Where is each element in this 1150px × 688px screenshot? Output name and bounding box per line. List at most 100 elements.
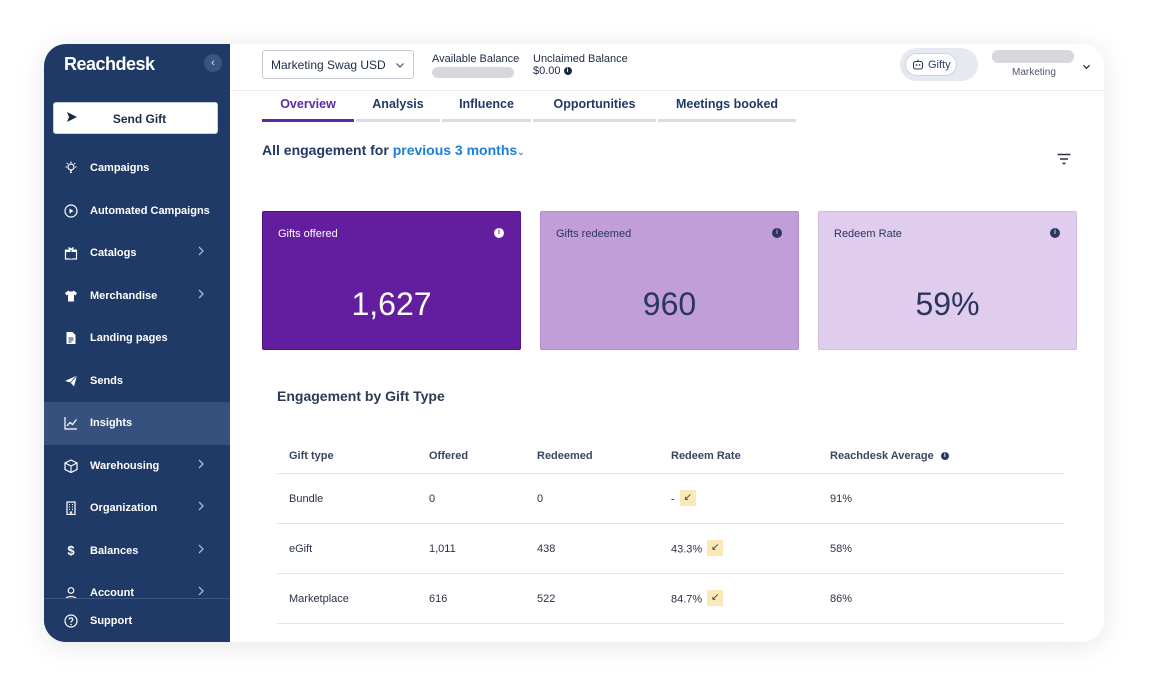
sidebar-item-label: Campaigns bbox=[90, 162, 150, 175]
sidebar-nav: Campaigns Automated Campaigns Catalogs bbox=[44, 147, 230, 615]
sidebar-item-merchandise[interactable]: Merchandise bbox=[44, 275, 230, 318]
column-header[interactable]: Redeem Rate bbox=[671, 450, 741, 462]
card-label: Gifts offered bbox=[278, 228, 338, 240]
chevron-down-icon bbox=[395, 59, 405, 73]
sidebar-item-landing-pages[interactable]: Landing pages bbox=[44, 317, 230, 360]
unclaimed-balance-label: Unclaimed Balance bbox=[533, 53, 628, 65]
tab-meetings-booked[interactable]: Meetings booked bbox=[658, 96, 796, 122]
card-value: 960 bbox=[642, 286, 697, 322]
sidebar-item-support[interactable]: Support bbox=[44, 598, 230, 642]
trend-down-arrow-icon: ↙ bbox=[707, 590, 724, 606]
average-cell: 86% bbox=[830, 593, 853, 605]
redeem-rate-value: 43.3% bbox=[671, 543, 703, 556]
collapse-sidebar-button[interactable]: ‹ bbox=[204, 54, 222, 72]
column-header[interactable]: Offered bbox=[429, 450, 469, 462]
average-cell: 91% bbox=[830, 493, 853, 505]
chevron-right-icon bbox=[198, 501, 204, 514]
chart-line-icon bbox=[64, 416, 78, 430]
sidebar: Reachdesk ‹ Send Gift Campaigns Automate… bbox=[44, 44, 230, 642]
redeem-rate-value: 84.7% bbox=[671, 593, 703, 606]
sidebar-item-label: Insights bbox=[90, 417, 133, 430]
dollar-icon: $ bbox=[67, 543, 75, 559]
document-icon bbox=[64, 331, 78, 345]
sidebar-item-campaigns[interactable]: Campaigns bbox=[44, 147, 230, 190]
gift-type-table: Gift type Offered Redeemed Redeem Rate R… bbox=[277, 438, 1064, 624]
column-header[interactable]: Redeemed bbox=[537, 450, 593, 462]
redeem-rate-cell: - ↙ bbox=[671, 490, 696, 506]
trend-down-arrow-icon: ↙ bbox=[707, 540, 724, 556]
sidebar-item-organization[interactable]: Organization bbox=[44, 487, 230, 530]
info-icon[interactable]: i bbox=[563, 67, 572, 76]
sidebar-item-automated-campaigns[interactable]: Automated Campaigns bbox=[44, 190, 230, 233]
box-icon bbox=[64, 459, 78, 473]
unclaimed-balance: Unclaimed Balance $0.00 i bbox=[533, 53, 628, 77]
card-label: Gifts redeemed bbox=[556, 228, 632, 240]
engagement-title: All engagement for previous 3 months⌄ bbox=[262, 142, 525, 158]
chevron-down-icon[interactable] bbox=[1082, 58, 1091, 76]
send-gift-button[interactable]: Send Gift bbox=[53, 102, 218, 134]
tshirt-icon bbox=[64, 289, 78, 303]
info-icon[interactable]: i bbox=[494, 228, 504, 238]
tab-opportunities[interactable]: Opportunities bbox=[533, 96, 656, 122]
support-label: Support bbox=[90, 614, 133, 627]
tab-analysis[interactable]: Analysis bbox=[356, 96, 440, 122]
gift-type-cell: eGift bbox=[289, 543, 313, 555]
table-row: Bundle 0 0 - ↙ 91% bbox=[277, 474, 1064, 524]
sidebar-item-account[interactable]: Account bbox=[44, 572, 230, 615]
gift-type-cell: Bundle bbox=[289, 493, 324, 505]
sidebar-item-balances[interactable]: $ Balances bbox=[44, 530, 230, 573]
info-icon[interactable]: i bbox=[1050, 228, 1060, 238]
available-balance: Available Balance bbox=[432, 53, 519, 78]
sidebar-item-sends[interactable]: Sends bbox=[44, 360, 230, 403]
help-circle-icon bbox=[64, 613, 78, 628]
card-value: 59% bbox=[915, 286, 980, 322]
account-select-value: Marketing Swag USD bbox=[271, 58, 386, 72]
building-icon bbox=[64, 501, 78, 516]
gifty-label: Gifty bbox=[928, 59, 951, 71]
offered-cell: 0 bbox=[429, 493, 436, 505]
redeemed-cell: 0 bbox=[537, 493, 544, 505]
column-header[interactable]: Gift type bbox=[289, 450, 334, 462]
user-role[interactable]: Marketing bbox=[1012, 67, 1056, 78]
chevron-right-icon bbox=[198, 459, 204, 472]
sidebar-item-label: Balances bbox=[90, 544, 139, 557]
column-header-average[interactable]: Reachdesk Average i bbox=[830, 450, 949, 462]
top-bar: Marketing Swag USD Available Balance Unc… bbox=[230, 44, 1104, 91]
period-dropdown[interactable]: previous 3 months⌄ bbox=[393, 142, 525, 158]
sidebar-item-label: Organization bbox=[90, 502, 158, 515]
redeem-rate-value: - bbox=[671, 493, 675, 506]
redeemed-cell: 522 bbox=[537, 593, 556, 605]
sidebar-item-insights[interactable]: Insights bbox=[44, 402, 230, 445]
tab-overview[interactable]: Overview bbox=[262, 96, 354, 122]
column-header-label: Reachdesk Average bbox=[830, 450, 934, 462]
send-gift-label: Send Gift bbox=[112, 112, 167, 126]
gifty-button[interactable]: Gifty bbox=[905, 53, 957, 76]
paper-plane-icon bbox=[64, 374, 78, 388]
table-row: eGift 1,011 438 43.3% ↙ 58% bbox=[277, 524, 1064, 574]
offered-cell: 616 bbox=[429, 593, 448, 605]
table-title: Engagement by Gift Type bbox=[277, 388, 445, 404]
sidebar-item-label: Sends bbox=[90, 374, 124, 387]
engagement-title-prefix: All engagement for bbox=[262, 142, 389, 158]
chevron-right-icon bbox=[198, 246, 204, 259]
gifty-toggle[interactable]: Gifty bbox=[900, 48, 978, 81]
sidebar-item-label: Account bbox=[90, 587, 134, 600]
info-icon[interactable]: i bbox=[772, 228, 782, 238]
send-arrow-icon bbox=[66, 111, 78, 126]
tab-influence[interactable]: Influence bbox=[442, 96, 531, 122]
chevron-left-icon: ‹ bbox=[211, 57, 215, 69]
account-select[interactable]: Marketing Swag USD bbox=[262, 50, 414, 79]
sidebar-item-label: Merchandise bbox=[90, 289, 158, 302]
average-cell: 58% bbox=[830, 543, 853, 555]
info-icon[interactable]: i bbox=[940, 452, 949, 461]
sidebar-item-warehousing[interactable]: Warehousing bbox=[44, 445, 230, 488]
gift-type-cell: Marketplace bbox=[289, 593, 349, 605]
gift-icon bbox=[64, 246, 78, 260]
chevron-right-icon bbox=[198, 289, 204, 302]
play-circle-icon bbox=[64, 204, 78, 218]
insights-tabs: Overview Analysis Influence Opportunitie… bbox=[262, 96, 798, 122]
sidebar-item-catalogs[interactable]: Catalogs bbox=[44, 232, 230, 275]
filter-icon[interactable] bbox=[1057, 152, 1071, 170]
user-name-placeholder bbox=[992, 50, 1074, 63]
reachdesk-logo[interactable]: Reachdesk bbox=[64, 54, 155, 74]
